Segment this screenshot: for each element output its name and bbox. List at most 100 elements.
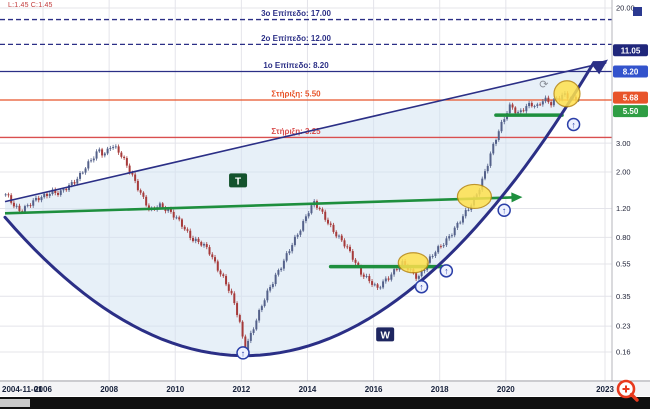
candle <box>57 192 60 195</box>
candle <box>266 290 269 301</box>
candle <box>360 266 363 275</box>
candle <box>167 208 170 212</box>
candle <box>384 278 387 282</box>
candle <box>486 165 489 172</box>
x-tick-label: 2004-11-01 <box>2 385 43 394</box>
candle <box>420 271 423 277</box>
candle <box>304 216 307 222</box>
candle <box>48 194 51 197</box>
level-label: 2ο Επίπεδο: 12.00 <box>261 34 331 43</box>
candle <box>7 194 10 196</box>
price-badges: 11.05 8.20 5.68 5.50 <box>613 44 648 118</box>
candle <box>489 153 492 166</box>
candle <box>241 321 244 337</box>
candle <box>34 197 37 201</box>
candle <box>225 276 228 285</box>
price-badge-text: 11.05 <box>621 46 641 55</box>
candle <box>544 97 547 102</box>
candle <box>114 146 117 148</box>
refresh-icon: ⟳ <box>539 79 548 91</box>
candle <box>495 139 498 144</box>
magnifier-plus-icon <box>616 379 639 402</box>
candle <box>189 230 192 238</box>
candle <box>263 300 266 307</box>
up-arrow-marker <box>566 117 581 132</box>
candle <box>178 217 181 220</box>
highlight-ellipses <box>397 80 581 274</box>
candle <box>324 211 327 220</box>
candle <box>450 235 453 237</box>
candle <box>233 293 236 304</box>
candle <box>4 194 7 196</box>
candle <box>252 329 255 333</box>
breakout-markers: ↑ ↑ ↑ ↑ ↑ <box>236 117 581 360</box>
candle <box>92 158 95 161</box>
bottom-scrollbar-track[interactable] <box>0 397 650 409</box>
candle <box>65 189 68 191</box>
candle <box>180 219 183 227</box>
y-tick-label: 20.00 <box>616 4 635 13</box>
candle <box>288 251 291 254</box>
zoom-in-icon[interactable] <box>614 378 642 406</box>
candle <box>161 203 164 208</box>
candle <box>453 227 456 236</box>
trendline-tag <box>229 173 248 188</box>
candle <box>481 178 484 190</box>
candle <box>214 257 217 262</box>
candle <box>203 244 206 246</box>
candle <box>428 256 431 263</box>
candle <box>547 97 550 103</box>
x-tick-label: 2023 <box>596 385 614 394</box>
candle <box>415 273 418 279</box>
candle <box>238 315 241 322</box>
candle <box>318 207 321 210</box>
candle <box>461 216 464 223</box>
candle <box>299 230 302 235</box>
candle <box>222 274 225 277</box>
candle <box>354 259 357 263</box>
candle <box>329 223 332 225</box>
candle <box>73 182 76 184</box>
candle <box>175 217 178 219</box>
candle <box>522 110 525 112</box>
up-arrow-glyph: ↑ <box>444 266 449 276</box>
candle <box>439 246 442 248</box>
candle <box>517 112 520 114</box>
candle <box>216 261 219 271</box>
candle <box>528 102 531 107</box>
candle <box>464 210 467 217</box>
y-tick-label: 0.23 <box>616 322 631 331</box>
trendline-T-arrow <box>511 192 523 203</box>
candle <box>271 284 274 288</box>
x-tick-label: 2006 <box>34 385 52 394</box>
candle <box>368 276 371 282</box>
candle <box>302 221 305 231</box>
candle <box>332 224 335 232</box>
cup-pattern-label: W <box>380 330 390 341</box>
y-tick-label: 0.35 <box>616 292 631 301</box>
price-badge <box>613 65 648 78</box>
candle <box>23 206 26 212</box>
candle <box>131 172 134 175</box>
candle <box>26 205 29 207</box>
wedge-top-line <box>4 61 606 203</box>
candle <box>387 278 390 280</box>
candle <box>379 287 382 289</box>
candle <box>183 226 186 230</box>
candle <box>539 104 542 106</box>
candle <box>51 189 54 195</box>
y-tick-label: 3.00 <box>616 139 631 148</box>
bottom-scrollbar-thumb[interactable] <box>0 399 30 407</box>
corner-icon[interactable] <box>633 7 642 16</box>
candle <box>147 205 150 210</box>
candle <box>169 208 172 212</box>
candle <box>552 99 555 106</box>
candle <box>434 252 437 257</box>
candle <box>249 332 252 341</box>
cup-curve-W <box>3 61 607 358</box>
candle <box>136 180 139 191</box>
candle <box>247 340 250 350</box>
